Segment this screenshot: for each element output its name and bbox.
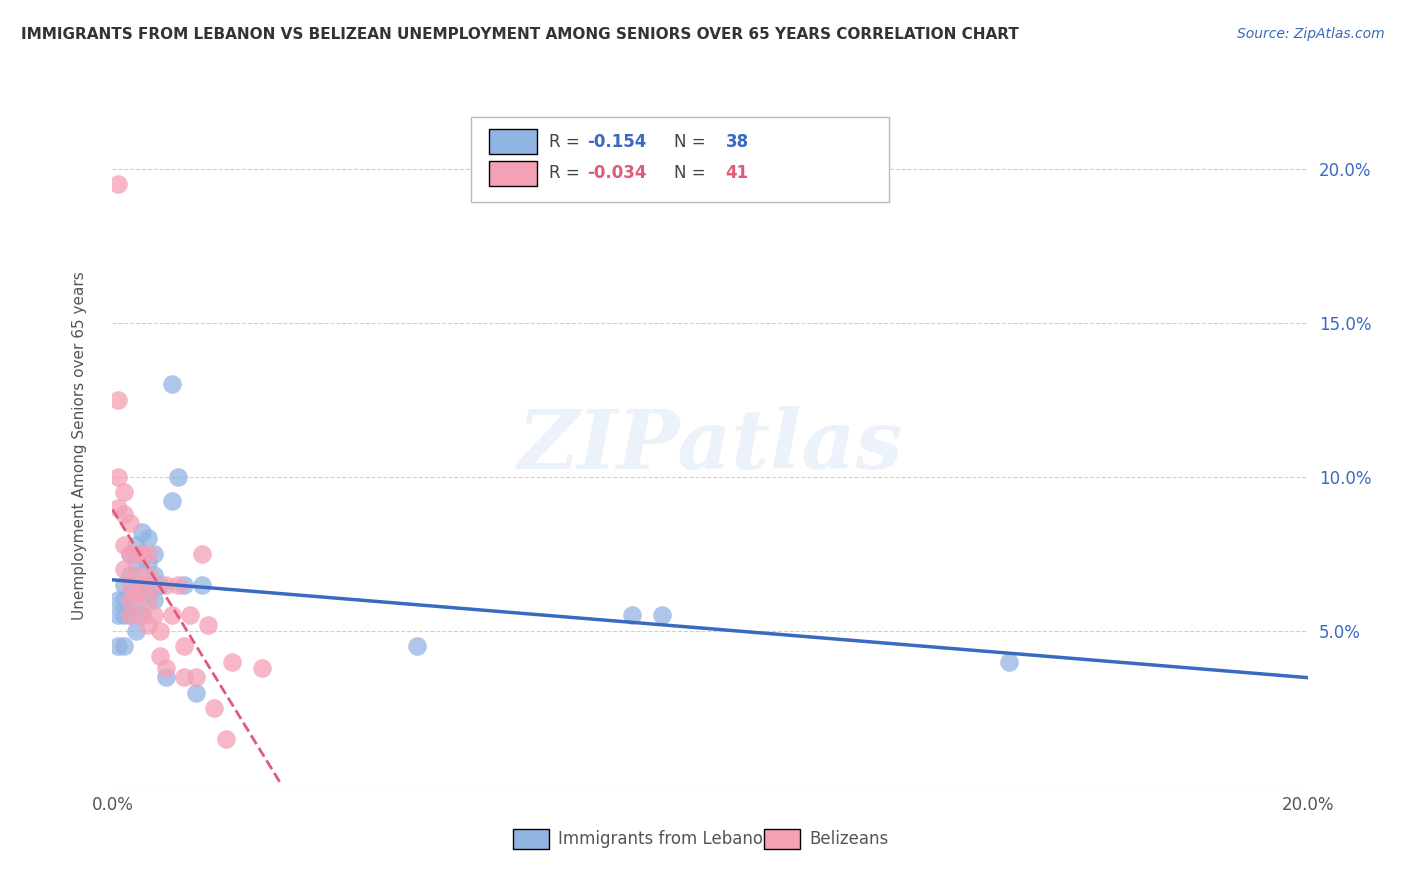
Point bbox=[138, 617, 160, 632]
Point bbox=[114, 640, 135, 654]
Point bbox=[131, 525, 153, 540]
Point bbox=[125, 599, 148, 614]
Text: R =: R = bbox=[548, 133, 585, 151]
Point bbox=[149, 648, 172, 663]
Point bbox=[167, 470, 190, 484]
Text: -0.034: -0.034 bbox=[586, 164, 647, 183]
Point bbox=[162, 608, 183, 623]
Point bbox=[107, 608, 129, 623]
Point bbox=[131, 577, 153, 591]
Point bbox=[143, 547, 166, 561]
Point bbox=[143, 608, 166, 623]
Point bbox=[107, 392, 129, 407]
Point bbox=[131, 547, 153, 561]
Point bbox=[138, 593, 160, 607]
Text: R =: R = bbox=[548, 164, 585, 183]
Point bbox=[186, 670, 208, 684]
Point bbox=[120, 568, 142, 582]
Point bbox=[138, 556, 160, 570]
Point bbox=[120, 593, 142, 607]
Point bbox=[155, 670, 177, 684]
Point bbox=[138, 587, 160, 601]
Point bbox=[131, 608, 153, 623]
Point bbox=[125, 538, 148, 552]
Point bbox=[120, 608, 142, 623]
Point bbox=[173, 670, 195, 684]
Point bbox=[114, 577, 135, 591]
Point bbox=[114, 538, 135, 552]
Text: Belizeans: Belizeans bbox=[810, 830, 889, 848]
Point bbox=[138, 532, 160, 546]
Point bbox=[120, 547, 142, 561]
Text: N =: N = bbox=[675, 164, 711, 183]
Point bbox=[125, 556, 148, 570]
FancyBboxPatch shape bbox=[763, 829, 800, 849]
Text: IMMIGRANTS FROM LEBANON VS BELIZEAN UNEMPLOYMENT AMONG SENIORS OVER 65 YEARS COR: IMMIGRANTS FROM LEBANON VS BELIZEAN UNEM… bbox=[21, 27, 1019, 42]
Text: Immigrants from Lebanon: Immigrants from Lebanon bbox=[558, 830, 773, 848]
Point bbox=[125, 577, 148, 591]
Point bbox=[131, 577, 153, 591]
Point bbox=[138, 568, 160, 582]
Point bbox=[131, 547, 153, 561]
FancyBboxPatch shape bbox=[513, 829, 548, 849]
Point bbox=[191, 547, 214, 561]
Point bbox=[120, 587, 142, 601]
Point bbox=[107, 593, 129, 607]
Point bbox=[131, 608, 153, 623]
Point bbox=[107, 500, 129, 515]
Point bbox=[107, 640, 129, 654]
Text: 38: 38 bbox=[725, 133, 748, 151]
Point bbox=[107, 177, 129, 191]
Point bbox=[120, 516, 142, 530]
Point bbox=[621, 608, 644, 623]
Point bbox=[149, 577, 172, 591]
Point bbox=[114, 593, 135, 607]
Point bbox=[120, 577, 142, 591]
Y-axis label: Unemployment Among Seniors over 65 years: Unemployment Among Seniors over 65 years bbox=[73, 272, 87, 620]
Point bbox=[186, 685, 208, 699]
Point bbox=[162, 377, 183, 392]
Point bbox=[998, 655, 1021, 669]
Point bbox=[114, 562, 135, 576]
Point bbox=[114, 485, 135, 500]
Point bbox=[173, 640, 195, 654]
Text: -0.154: -0.154 bbox=[586, 133, 647, 151]
Point bbox=[114, 507, 135, 521]
Point bbox=[406, 640, 429, 654]
Point bbox=[173, 577, 195, 591]
Point bbox=[215, 731, 238, 746]
Text: ZIPatlas: ZIPatlas bbox=[517, 406, 903, 486]
Point bbox=[125, 587, 148, 601]
Point bbox=[155, 661, 177, 675]
Point bbox=[651, 608, 673, 623]
Point bbox=[191, 577, 214, 591]
Point bbox=[143, 593, 166, 607]
FancyBboxPatch shape bbox=[471, 117, 890, 202]
Point bbox=[120, 608, 142, 623]
Point bbox=[114, 608, 135, 623]
Point bbox=[167, 577, 190, 591]
Point bbox=[149, 624, 172, 638]
Point bbox=[155, 577, 177, 591]
Point bbox=[120, 547, 142, 561]
Point bbox=[221, 655, 243, 669]
FancyBboxPatch shape bbox=[489, 161, 537, 186]
Point bbox=[162, 494, 183, 508]
Point bbox=[250, 661, 273, 675]
Point bbox=[125, 624, 148, 638]
Point bbox=[107, 470, 129, 484]
Point bbox=[202, 701, 225, 715]
Point bbox=[143, 568, 166, 582]
Text: N =: N = bbox=[675, 133, 711, 151]
Point bbox=[125, 547, 148, 561]
Text: Source: ZipAtlas.com: Source: ZipAtlas.com bbox=[1237, 27, 1385, 41]
Point bbox=[143, 577, 166, 591]
FancyBboxPatch shape bbox=[489, 128, 537, 154]
Text: 41: 41 bbox=[725, 164, 748, 183]
Point bbox=[197, 617, 219, 632]
Point bbox=[138, 547, 160, 561]
Point bbox=[125, 568, 148, 582]
Point bbox=[179, 608, 201, 623]
